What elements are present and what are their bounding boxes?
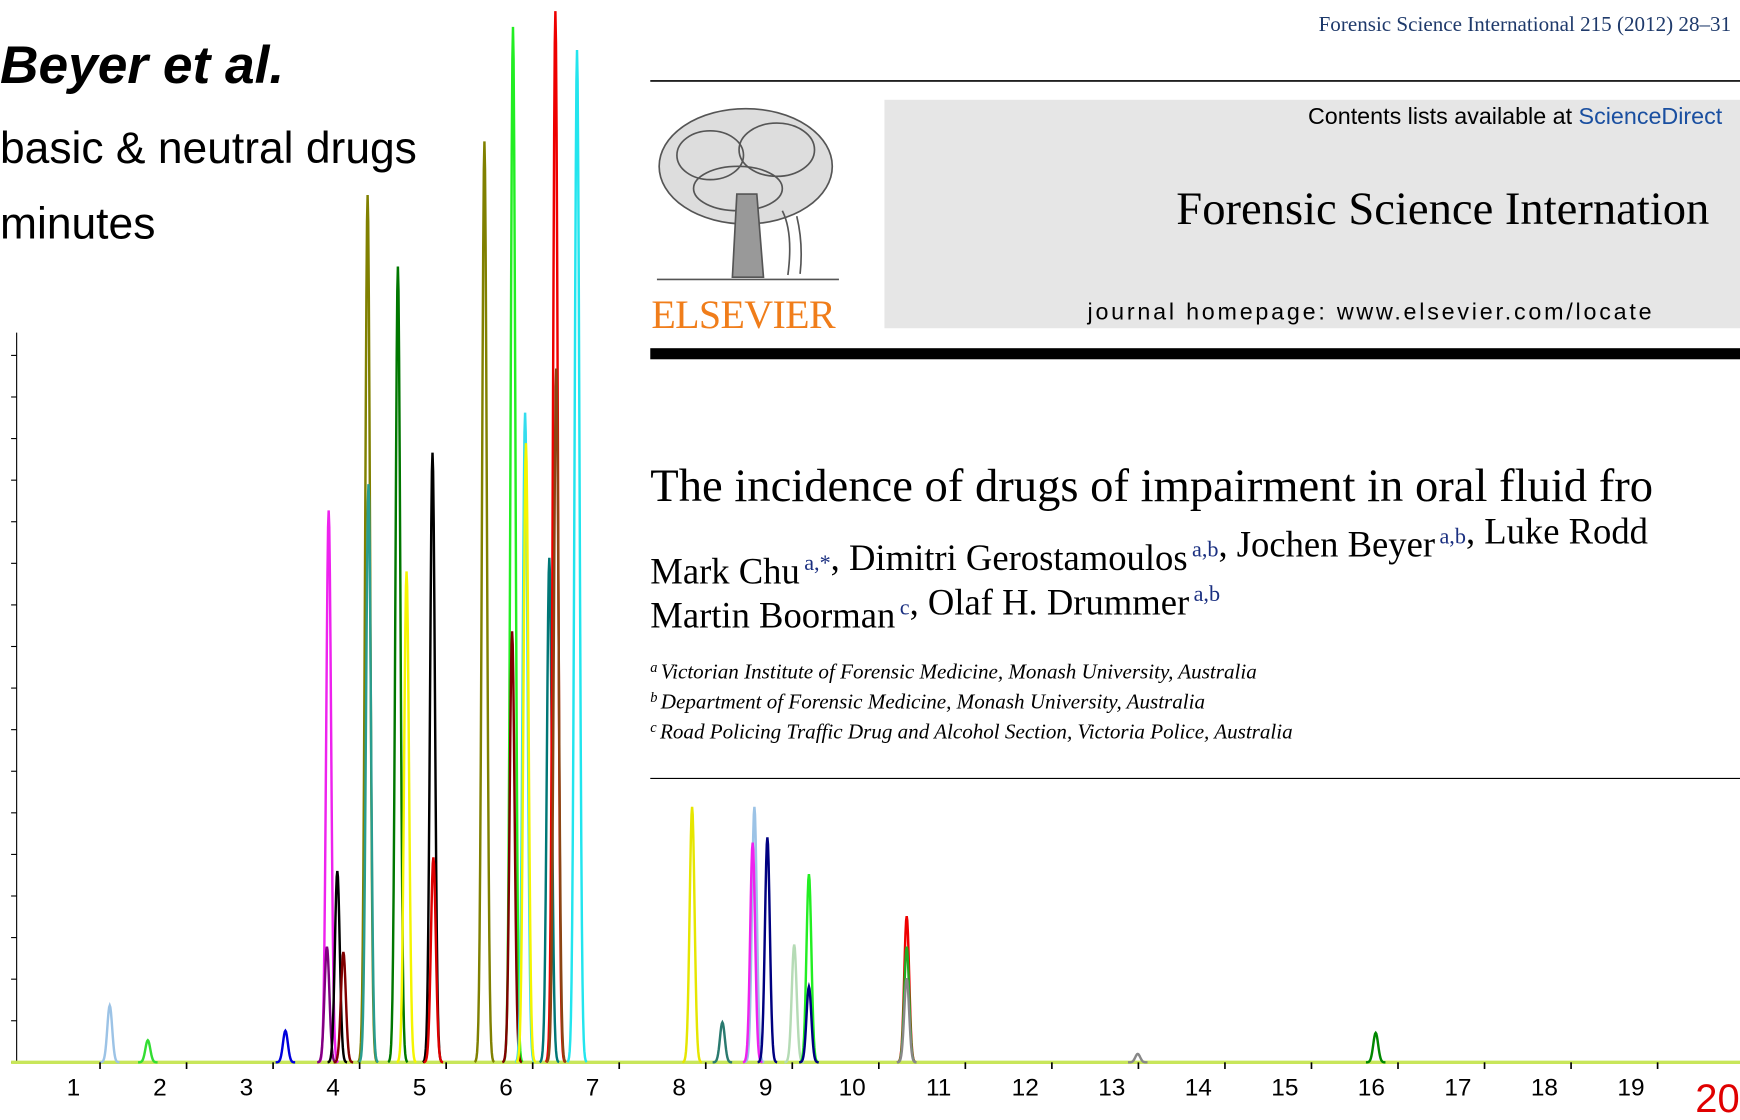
x-tick-label: 14 bbox=[1185, 1075, 1212, 1102]
x-tick-label: 8 bbox=[672, 1075, 686, 1102]
author-name: Martin Boorman bbox=[650, 595, 895, 636]
affiliation-sup: a bbox=[650, 660, 657, 676]
x-tick-label: 5 bbox=[413, 1075, 427, 1102]
peak bbox=[682, 806, 703, 1064]
homepage: journal homepage: www.elsevier.com/locat… bbox=[1086, 298, 1654, 324]
peak bbox=[896, 977, 917, 1064]
affiliation-text: Victorian Institute of Forensic Medicine… bbox=[661, 660, 1257, 684]
peak bbox=[327, 870, 348, 1064]
author-name: , Luke Rodd bbox=[1466, 510, 1648, 551]
publisher: ELSEVIER bbox=[651, 292, 836, 337]
peak bbox=[545, 368, 567, 1064]
peak bbox=[896, 946, 917, 1064]
x-tick-label: 10 bbox=[839, 1075, 866, 1102]
peak bbox=[333, 951, 354, 1064]
author-name: , Jochen Beyer bbox=[1219, 524, 1436, 565]
y-axis bbox=[11, 332, 18, 1063]
x-tick-label: 13 bbox=[1098, 1075, 1125, 1102]
affiliation: c Road Policing Traffic Drug and Alcohol … bbox=[650, 720, 1292, 744]
contents-link: ScienceDirect bbox=[1579, 103, 1723, 129]
peak bbox=[423, 857, 444, 1064]
peak bbox=[784, 944, 805, 1064]
peak bbox=[422, 452, 443, 1064]
affiliation: a Victorian Institute of Forensic Medicin… bbox=[650, 660, 1256, 684]
affiliations: a Victorian Institute of Forensic Medicin… bbox=[650, 660, 1292, 744]
peak bbox=[539, 557, 560, 1064]
slide-title: Beyer et al. bbox=[0, 36, 284, 95]
authors: Mark Chu a,*, Dimitri Gerostamoulos a,b, J… bbox=[650, 510, 1648, 591]
journal-name: Forensic Science Internation bbox=[1176, 183, 1709, 235]
author-name: , Olaf H. Drummer bbox=[910, 581, 1190, 622]
x-tick-label: 6 bbox=[499, 1075, 513, 1102]
x-tick-label: 17 bbox=[1444, 1075, 1471, 1102]
author-sup: a,* bbox=[804, 550, 830, 575]
publisher-logo bbox=[656, 107, 839, 281]
x-tick-label: 9 bbox=[759, 1075, 773, 1102]
author-sup: c bbox=[900, 594, 910, 619]
affiliation-sup: c bbox=[650, 720, 657, 736]
x-tick-label: 18 bbox=[1531, 1075, 1558, 1102]
author-name: Mark Chu bbox=[650, 550, 799, 591]
peak bbox=[387, 266, 409, 1064]
peak bbox=[317, 946, 337, 1064]
peak bbox=[798, 874, 819, 1064]
affiliation: b Department of Forensic Medicine, Monash… bbox=[650, 690, 1205, 714]
affiliation-text: Road Policing Traffic Drug and Alcohol S… bbox=[659, 720, 1293, 744]
affiliation-sup: b bbox=[650, 690, 657, 706]
author-name: , Dimitri Gerostamoulos bbox=[831, 537, 1188, 578]
thick-rule bbox=[650, 348, 1740, 360]
x-tick-label: 2 bbox=[153, 1075, 167, 1102]
peak bbox=[358, 484, 379, 1064]
x-tick-label: 11 bbox=[926, 1075, 951, 1102]
peak bbox=[757, 837, 778, 1064]
peak bbox=[742, 842, 763, 1064]
x-tick-label: 7 bbox=[586, 1075, 600, 1102]
slide-bullet: minutes bbox=[0, 199, 155, 248]
peak bbox=[896, 916, 917, 1064]
peak bbox=[566, 49, 588, 1063]
journal-box bbox=[884, 99, 1740, 329]
peak bbox=[1365, 1030, 1386, 1064]
x-tick-label: 1 bbox=[67, 1075, 81, 1102]
contents-line: Contents lists available at ScienceDirec… bbox=[1308, 103, 1723, 129]
peak bbox=[99, 1001, 120, 1064]
peak bbox=[1127, 1052, 1148, 1064]
author-sup: a,b bbox=[1192, 537, 1218, 562]
x-tick-label: 12 bbox=[1012, 1075, 1039, 1102]
x-tick-label: 3 bbox=[240, 1075, 254, 1102]
peak bbox=[799, 981, 819, 1064]
author-sup: a,b bbox=[1439, 523, 1465, 548]
paper-title: The incidence of drugs of impairment in … bbox=[650, 460, 1653, 512]
peak bbox=[138, 1038, 158, 1064]
peak bbox=[275, 1028, 296, 1064]
authors: Martin Boorman c, Olaf H. Drummer a,b bbox=[650, 581, 1220, 636]
x-tick-label: 4 bbox=[326, 1075, 340, 1102]
x-tick-label: 16 bbox=[1358, 1075, 1385, 1102]
x-tick-label: 15 bbox=[1271, 1075, 1298, 1102]
x-tick-label: 20 bbox=[1695, 1077, 1739, 1120]
x-tick-label: 19 bbox=[1617, 1075, 1644, 1102]
peak bbox=[473, 141, 495, 1063]
slide-bullet: basic & neutral drugs bbox=[0, 124, 417, 173]
peak bbox=[396, 571, 417, 1064]
citation: Forensic Science International 215 (2012… bbox=[1319, 12, 1732, 36]
contents-prefix: Contents lists available at bbox=[1308, 103, 1579, 129]
author-sup: a,b bbox=[1194, 581, 1220, 606]
peak bbox=[515, 443, 537, 1064]
affiliation-text: Department of Forensic Medicine, Monash … bbox=[660, 690, 1205, 714]
chromatogram: 1 2 3 4 5 6 7 8 9 10 11 12 13 14 15 16 17 18 19 20 bbox=[11, 11, 1740, 1120]
peak bbox=[712, 1019, 733, 1064]
